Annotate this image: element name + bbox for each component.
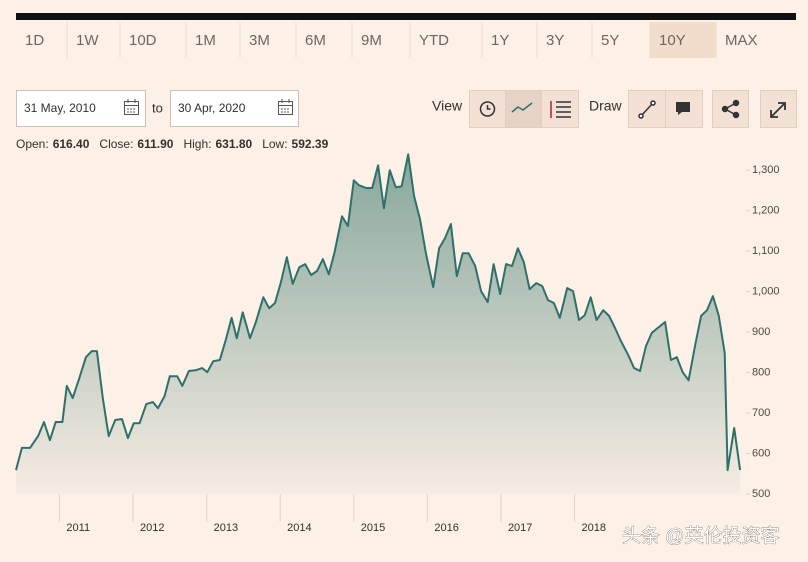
- ohlc-label: Low:: [262, 137, 287, 151]
- y-tick-label: 1,000: [752, 286, 780, 298]
- ohlc-label: Close:: [99, 137, 133, 151]
- y-tick-label: 1,300: [752, 164, 780, 176]
- ohlc-label: High:: [183, 137, 211, 151]
- watermark: 头条 @英伦投资客: [622, 525, 780, 547]
- calendar-icon[interactable]: [278, 99, 293, 115]
- indicator-button[interactable]: [541, 90, 579, 128]
- ohlc-value: 592.39: [292, 137, 329, 151]
- x-tick-label: 2018: [582, 522, 606, 534]
- y-tick-label: 800: [752, 366, 770, 378]
- view-label: View: [432, 98, 463, 114]
- y-tick-label: 500: [752, 488, 770, 500]
- tab[interactable]: 1Y: [491, 32, 509, 49]
- ohlc-value: 611.90: [137, 137, 173, 151]
- y-tick-label: 900: [752, 326, 770, 338]
- tab[interactable]: 3Y: [546, 32, 564, 49]
- share-button[interactable]: [712, 90, 749, 128]
- x-tick-label: 2014: [287, 522, 311, 534]
- draw-label: Draw: [589, 98, 623, 114]
- x-tick-label: 2016: [434, 522, 458, 534]
- ohlc-value: 616.40: [53, 137, 90, 151]
- date-to-input[interactable]: [170, 90, 299, 127]
- y-tick-label: 1,100: [752, 245, 780, 257]
- y-tick-label: 700: [752, 407, 770, 419]
- date-separator: to: [152, 100, 163, 115]
- date-from: 31 May, 2010: [24, 101, 96, 115]
- tab[interactable]: 1D: [25, 32, 44, 49]
- x-tick-label: 2017: [508, 522, 532, 534]
- active-tab-bg: [650, 22, 716, 58]
- annotate-icon: [676, 102, 690, 115]
- tab[interactable]: 9M: [361, 32, 382, 49]
- y-tick-label: 600: [752, 447, 770, 459]
- expand-icon: [770, 102, 786, 118]
- calendar-icon[interactable]: [124, 99, 139, 115]
- tab[interactable]: 10D: [129, 32, 157, 49]
- x-tick-label: 2011: [66, 522, 90, 534]
- tab[interactable]: 5Y: [601, 32, 619, 49]
- line-icon: [511, 102, 533, 113]
- share-icon: [721, 99, 740, 119]
- clock-icon: [479, 101, 496, 117]
- x-tick-label: 2015: [361, 522, 385, 534]
- tab[interactable]: MAX: [725, 32, 758, 49]
- indicator-icon: [550, 101, 571, 118]
- top-bar: [16, 13, 796, 20]
- tab[interactable]: 6M: [305, 32, 326, 49]
- area: [16, 154, 741, 494]
- tab[interactable]: YTD: [419, 32, 449, 49]
- x-tick-label: 2012: [140, 522, 164, 534]
- y-tick-label: 1,200: [752, 205, 780, 217]
- tab[interactable]: 3M: [249, 32, 270, 49]
- tab[interactable]: 10Y: [659, 32, 686, 49]
- ohlc-label: Open:: [16, 137, 49, 151]
- draw-line-icon: [638, 100, 656, 119]
- date-to: 30 Apr, 2020: [178, 101, 246, 115]
- x-tick-label: 2013: [214, 522, 238, 534]
- price-line: [15, 153, 742, 472]
- tab[interactable]: 1W: [76, 32, 99, 49]
- tab[interactable]: 1M: [195, 32, 216, 49]
- ohlc-value: 631.80: [215, 137, 252, 151]
